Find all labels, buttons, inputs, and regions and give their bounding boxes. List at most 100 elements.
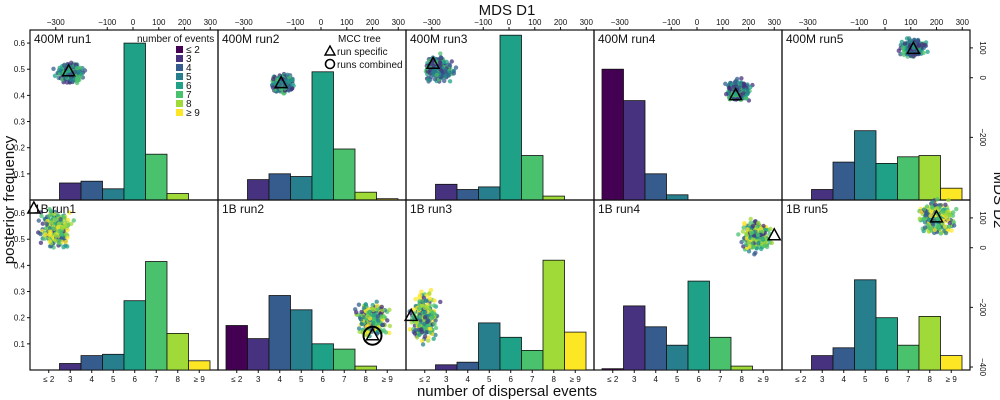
panel-grid: 400M run1−300 −100 0 100 200 3000.10.20.30.40… xyxy=(14,18,987,384)
mds-point xyxy=(438,55,444,60)
mds-point xyxy=(740,229,746,234)
mds-point xyxy=(949,228,954,233)
mds-point xyxy=(755,224,760,229)
bar-6 xyxy=(311,343,334,371)
mds-point xyxy=(443,69,448,74)
panel-400m-run5: 400M run5 −300 −100 0 100 200 300 100 0 −200 xyxy=(781,18,987,201)
mds-point xyxy=(751,244,756,249)
mds-point xyxy=(71,218,77,223)
mds-point-cloud xyxy=(723,76,755,103)
panel-title: 1B run4 xyxy=(598,202,640,216)
x-tick-label: ≤ 2 xyxy=(419,375,431,384)
mds-point xyxy=(371,312,377,318)
mds-point xyxy=(920,42,925,47)
bar-6 xyxy=(687,280,710,371)
bar-4 xyxy=(832,347,855,371)
y-tick-label: 0.1 xyxy=(14,340,26,349)
mds-point xyxy=(417,298,422,304)
bar-3 xyxy=(623,305,646,371)
mcc-run-specific-marker xyxy=(929,209,944,223)
mds-point xyxy=(764,244,770,250)
mds-point xyxy=(921,228,926,234)
mds-point xyxy=(63,239,69,245)
mds-point xyxy=(365,314,370,319)
mds-point-cloud xyxy=(51,60,88,86)
mds-point xyxy=(925,49,930,54)
panel-1b-run2: 1B run2 ≤ 2 3 4 5 6 7 8 ≥ 9 xyxy=(217,199,407,384)
legend-swatch xyxy=(176,100,183,107)
mds-point xyxy=(419,303,424,308)
mds-point xyxy=(61,215,67,220)
mds-point-cloud xyxy=(36,207,77,250)
y-tick-label: 0.5 xyxy=(14,235,26,244)
x-tick-label: 8 xyxy=(928,375,933,384)
mds-point xyxy=(36,218,41,223)
panel-title: 400M run2 xyxy=(222,32,280,46)
mds-point xyxy=(943,230,949,236)
legend-event-label: 6 xyxy=(186,81,192,92)
x-tick-label: 3 xyxy=(820,375,825,384)
mds-point xyxy=(79,71,84,76)
bar-5 xyxy=(854,279,877,371)
legend-runs-combined-marker xyxy=(324,58,336,70)
mds-point xyxy=(431,63,436,68)
legend-swatch xyxy=(176,46,183,53)
mds-point xyxy=(922,225,928,230)
top-tick-label: 200 xyxy=(554,18,568,27)
mds-point xyxy=(432,298,437,303)
mds-point xyxy=(375,306,380,312)
mds-point xyxy=(723,81,728,87)
legend-swatch xyxy=(176,91,183,98)
mds-point xyxy=(911,54,916,59)
bar-6 xyxy=(875,162,898,201)
x-tick-label: ≤ 2 xyxy=(43,375,55,384)
legend-run-specific-marker xyxy=(323,44,337,56)
bar-4 xyxy=(644,326,667,371)
mds-point xyxy=(896,48,901,53)
mds-point xyxy=(407,327,413,332)
right-tick-label: 100 xyxy=(978,41,987,55)
x-tick-label: 3 xyxy=(256,375,261,384)
mds-point xyxy=(359,317,364,322)
top-tick-label: 100 xyxy=(716,18,730,27)
top-tick-label: −100 xyxy=(662,18,681,27)
mds-point xyxy=(942,224,948,229)
mds-point xyxy=(379,314,384,319)
bar-4 xyxy=(456,189,479,201)
mds-point xyxy=(38,231,43,237)
y-tick-label: 0.1 xyxy=(14,170,26,179)
mds-point xyxy=(935,216,941,222)
mds-point xyxy=(749,230,754,236)
x-tick-label: ≤ 2 xyxy=(231,375,243,384)
mds-point xyxy=(64,80,70,85)
mds-point xyxy=(58,217,63,222)
mds-point xyxy=(911,45,916,50)
mds-point xyxy=(746,240,751,245)
mds-point xyxy=(753,250,758,255)
mds-point xyxy=(739,239,744,245)
mds-point xyxy=(387,307,392,312)
x-tick-label: 7 xyxy=(342,375,347,384)
mds-point xyxy=(431,336,436,341)
mcc-run-specific-marker xyxy=(61,63,76,77)
mds-point xyxy=(453,65,459,70)
mds-point xyxy=(451,71,457,76)
bar-5 xyxy=(666,344,689,371)
mds-point xyxy=(417,306,422,311)
x-tick-label: 5 xyxy=(675,375,680,384)
x-tick-label: 8 xyxy=(176,375,181,384)
mds-point xyxy=(769,240,775,246)
mds-point xyxy=(374,303,380,308)
mds-point xyxy=(422,310,428,315)
top-tick-label: 0 xyxy=(883,18,888,27)
x-tick-label: 4 xyxy=(842,375,847,384)
mds-point xyxy=(40,221,45,226)
mds-point xyxy=(376,318,381,323)
top-tick-label: 0 xyxy=(695,18,700,27)
x-tick-label: 4 xyxy=(654,375,659,384)
mds-point xyxy=(433,318,438,323)
bar-8 xyxy=(166,193,189,201)
mds-point xyxy=(724,92,729,97)
x-tick-label: ≥ 9 xyxy=(382,375,394,384)
